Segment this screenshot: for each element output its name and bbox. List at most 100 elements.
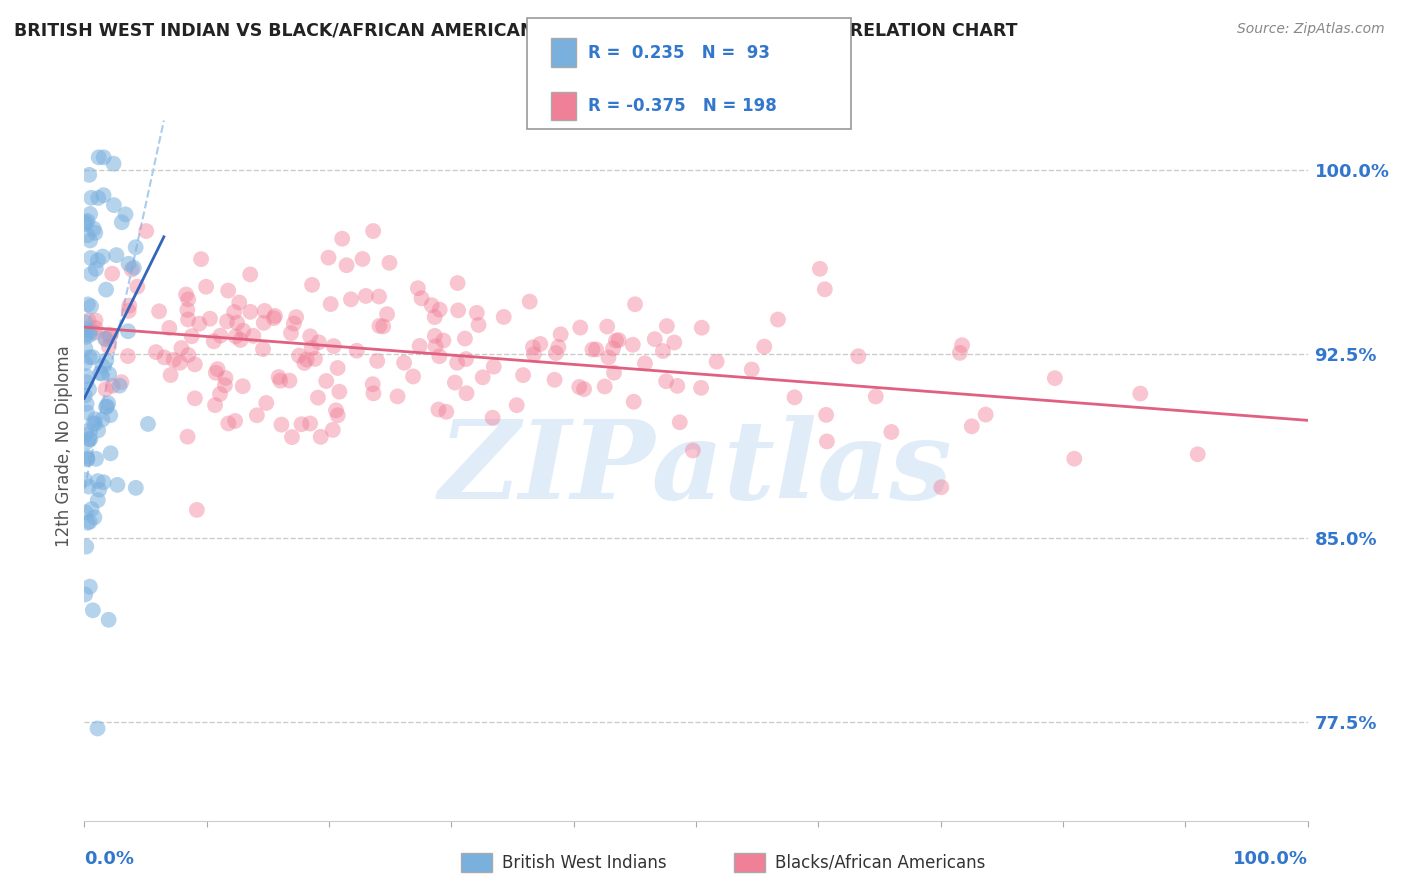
Point bbox=[214, 371, 236, 385]
Point bbox=[177, 293, 200, 307]
Point bbox=[267, 370, 290, 384]
Point bbox=[949, 346, 972, 360]
Point bbox=[427, 349, 450, 363]
Point bbox=[79, 207, 101, 221]
Point bbox=[87, 191, 110, 205]
Point bbox=[217, 284, 239, 298]
Point bbox=[406, 281, 429, 295]
Point bbox=[290, 417, 312, 432]
Point bbox=[607, 333, 630, 347]
Point bbox=[204, 366, 226, 380]
Point bbox=[523, 347, 546, 361]
Point bbox=[111, 215, 134, 229]
Point bbox=[741, 362, 763, 376]
Point bbox=[76, 452, 98, 467]
Point bbox=[84, 451, 107, 466]
Point bbox=[429, 302, 451, 317]
Point bbox=[87, 253, 110, 268]
Point bbox=[308, 335, 330, 350]
Point bbox=[322, 423, 344, 437]
Point bbox=[76, 516, 98, 530]
Point bbox=[585, 343, 607, 357]
Point bbox=[83, 326, 105, 340]
Point bbox=[79, 350, 101, 364]
Point bbox=[814, 282, 837, 296]
Point bbox=[283, 317, 305, 331]
Point bbox=[91, 359, 114, 373]
Point bbox=[101, 378, 124, 392]
Point bbox=[1129, 386, 1152, 401]
Point bbox=[80, 267, 103, 281]
Point bbox=[427, 402, 450, 417]
Point bbox=[322, 339, 344, 353]
Point bbox=[79, 325, 101, 339]
Point bbox=[184, 392, 207, 406]
Point bbox=[423, 310, 446, 324]
Point bbox=[544, 346, 567, 360]
Point bbox=[482, 359, 505, 374]
Point bbox=[252, 342, 274, 356]
Point bbox=[706, 354, 728, 368]
Point bbox=[90, 367, 112, 381]
Point bbox=[420, 298, 443, 312]
Point bbox=[766, 312, 789, 326]
Point bbox=[176, 302, 198, 317]
Point bbox=[87, 150, 110, 164]
Text: 100.0%: 100.0% bbox=[1233, 850, 1308, 868]
Point bbox=[87, 474, 110, 488]
Point bbox=[326, 361, 349, 376]
Point bbox=[929, 480, 952, 494]
Point bbox=[467, 318, 489, 332]
Point bbox=[83, 221, 105, 235]
Point bbox=[184, 357, 207, 371]
Point bbox=[682, 443, 704, 458]
Point bbox=[425, 339, 447, 353]
Point bbox=[330, 232, 353, 246]
Point bbox=[621, 338, 644, 352]
Point bbox=[668, 415, 690, 429]
Point bbox=[434, 405, 457, 419]
Point bbox=[89, 483, 111, 497]
Point bbox=[97, 339, 120, 353]
Point bbox=[225, 329, 247, 343]
Point bbox=[529, 337, 551, 351]
Point bbox=[94, 332, 117, 346]
Point bbox=[93, 475, 115, 490]
Point bbox=[392, 356, 415, 370]
Point bbox=[285, 310, 308, 324]
Point bbox=[281, 430, 304, 444]
Point bbox=[82, 416, 104, 430]
Point bbox=[84, 261, 107, 276]
Point bbox=[208, 387, 231, 401]
Point bbox=[602, 341, 624, 355]
Point bbox=[783, 390, 806, 404]
Point bbox=[519, 294, 541, 309]
Point bbox=[808, 261, 831, 276]
Point bbox=[865, 390, 887, 404]
Point bbox=[315, 374, 337, 388]
Point bbox=[108, 378, 131, 392]
Point bbox=[114, 207, 136, 221]
Point bbox=[93, 150, 115, 164]
Point bbox=[328, 384, 350, 399]
Point bbox=[93, 188, 115, 202]
Point bbox=[263, 311, 285, 326]
Point bbox=[174, 287, 197, 301]
Point bbox=[80, 251, 103, 265]
Point bbox=[373, 319, 395, 334]
Point bbox=[96, 353, 118, 368]
Point bbox=[352, 252, 374, 266]
Point bbox=[454, 332, 477, 346]
Point bbox=[229, 333, 252, 347]
Point bbox=[354, 289, 377, 303]
Point bbox=[176, 430, 198, 444]
Point bbox=[159, 368, 181, 382]
Point bbox=[98, 408, 121, 422]
Point bbox=[127, 279, 149, 293]
Point bbox=[378, 256, 401, 270]
Point bbox=[77, 313, 100, 327]
Point bbox=[75, 342, 97, 356]
Point bbox=[136, 417, 159, 431]
Point bbox=[960, 419, 983, 434]
Point bbox=[79, 432, 101, 446]
